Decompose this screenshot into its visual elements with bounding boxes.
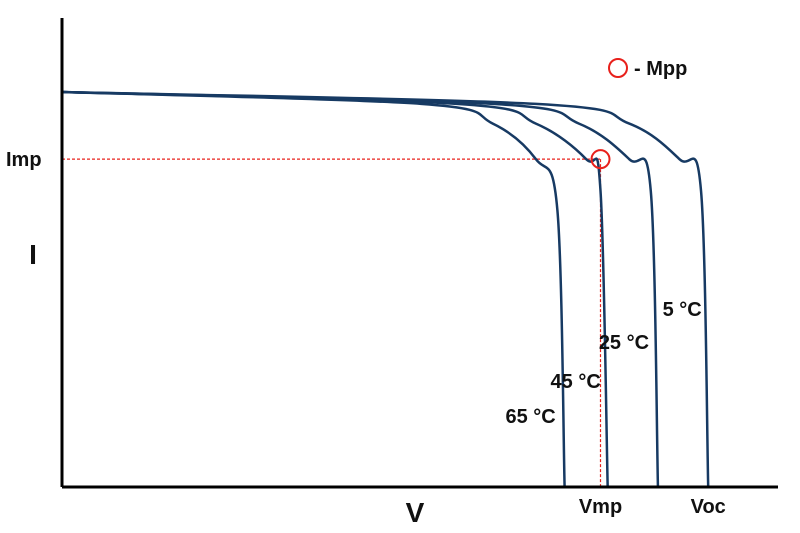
- iv-curves: [61, 90, 710, 488]
- iv-curve-5C: [61, 90, 710, 488]
- chart-labels: 65 °C 45 °C 25 °C 5 °C - Mpp V I Imp Vmp Voc: [6, 58, 726, 528]
- axes: [60, 18, 778, 489]
- x-axis-title: V: [406, 497, 425, 528]
- curve-label: 45 °C: [551, 371, 601, 393]
- mpp-guide-lines: [62, 158, 602, 487]
- x-tick-vmp: Vmp: [579, 496, 622, 518]
- curve-label: 5 °C: [663, 299, 702, 321]
- mpp-marker: [590, 149, 611, 170]
- curve-label: 65 °C: [505, 406, 555, 428]
- y-axis-title: I: [29, 239, 37, 270]
- legend-mpp-label: - Mpp: [634, 58, 687, 80]
- curve-label: 25 °C: [599, 332, 649, 354]
- x-tick-voc: Voc: [691, 496, 726, 518]
- y-tick-imp: Imp: [6, 149, 42, 171]
- legend-mpp-marker: [608, 58, 628, 78]
- iv-curve-65C: [61, 90, 566, 488]
- mpp-markers: [590, 58, 628, 170]
- iv-curve-25C: [61, 90, 660, 488]
